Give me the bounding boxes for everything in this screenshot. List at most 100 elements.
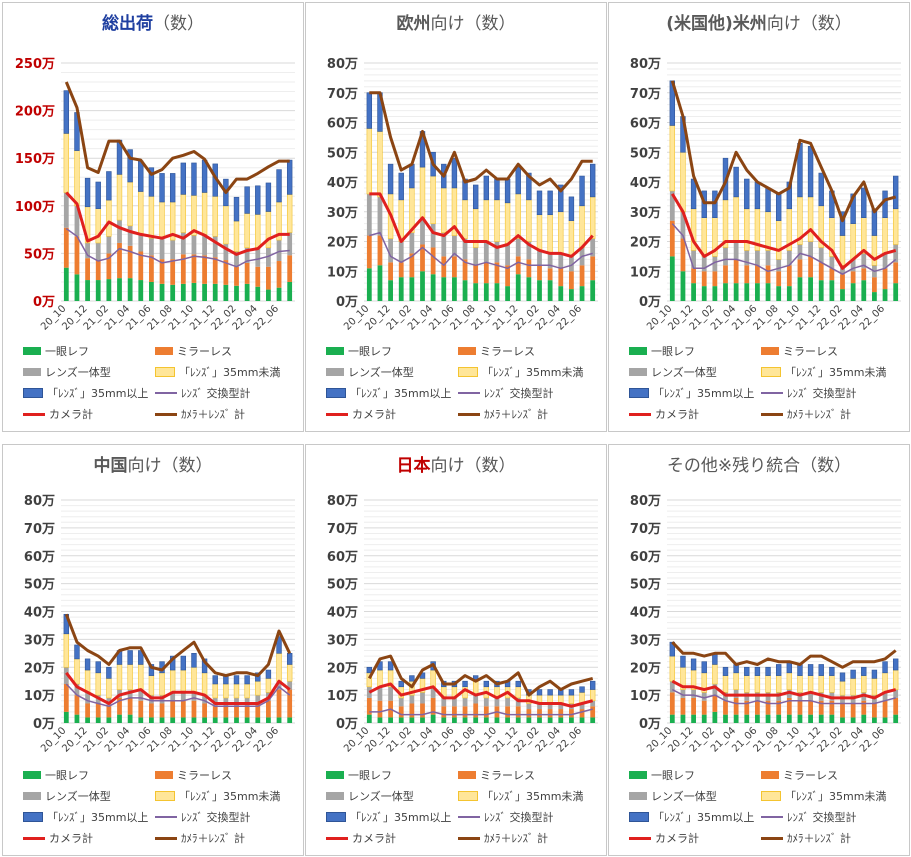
- bar-slr: [180, 283, 186, 301]
- bar-compact: [680, 211, 686, 239]
- bar-lens_small: [807, 675, 814, 693]
- y-tick-label: 70万: [630, 87, 661, 102]
- bar-slr: [452, 717, 457, 723]
- bar-mirrorless: [723, 700, 728, 715]
- bar-lens_large: [127, 149, 133, 183]
- bar-mirrorless: [223, 260, 229, 285]
- bar-slr: [515, 274, 521, 301]
- bar-mirrorless: [409, 703, 415, 718]
- y-tick-label: 10万: [630, 265, 661, 280]
- bar-slr: [579, 717, 585, 723]
- legend-swatch: [23, 368, 41, 376]
- bar-compact: [505, 697, 510, 707]
- legend-item-camera_lens_total: ｶﾒﾗ＋ﾚﾝｽﾞ 計: [458, 830, 548, 846]
- bar-slr: [149, 281, 154, 301]
- bar-slr: [893, 283, 899, 301]
- bar-compact: [95, 242, 101, 261]
- legend-item-lens_small: 「ﾚﾝｽﾞ」35mm未満: [761, 364, 886, 380]
- bar-slr: [85, 280, 90, 301]
- legend-swatch: [155, 836, 177, 840]
- bar-lens_small: [733, 196, 739, 242]
- bar-lens_small: [892, 669, 899, 690]
- bar-compact: [829, 256, 835, 269]
- bar-mirrorless: [765, 700, 771, 715]
- bar-lens_large: [233, 196, 240, 222]
- bar-compact: [409, 232, 415, 254]
- bar-compact: [765, 250, 771, 266]
- bar-compact: [202, 695, 207, 704]
- bar-mirrorless: [850, 703, 856, 718]
- y-tick-label: 70万: [327, 522, 358, 537]
- bar-compact: [494, 697, 500, 707]
- bar-lens_small: [680, 151, 686, 213]
- bar-lens_small: [462, 199, 468, 239]
- bar-slr: [515, 717, 521, 723]
- bar-slr: [755, 283, 760, 301]
- legend-swatch: [326, 792, 344, 800]
- bar-lens_small: [733, 672, 739, 690]
- legend-label: ｶﾒﾗ＋ﾚﾝｽﾞ 計: [787, 408, 851, 421]
- bar-slr: [202, 283, 207, 301]
- legend-swatch: [326, 347, 344, 355]
- bar-mirrorless: [441, 706, 447, 718]
- bar-slr: [409, 717, 415, 723]
- legend-swatch: [23, 347, 41, 355]
- bar-slr: [180, 717, 186, 723]
- bar-slr: [569, 289, 574, 301]
- bar-slr: [829, 280, 835, 301]
- bar-slr: [212, 283, 218, 301]
- legend-swatch: [23, 836, 45, 840]
- bar-lens_large: [451, 157, 458, 189]
- bar-mirrorless: [117, 242, 122, 279]
- legend-item-lens_total: ﾚﾝｽﾞ 交換型計: [761, 385, 857, 401]
- y-tick-label: 30万: [630, 633, 661, 648]
- bar-mirrorless: [537, 709, 542, 718]
- bar-lens_large: [84, 658, 91, 671]
- bar-lens_small: [276, 653, 282, 682]
- bar-lens_small: [430, 175, 436, 224]
- bar-mirrorless: [149, 255, 154, 282]
- bar-compact: [377, 686, 383, 701]
- legend-swatch: [458, 816, 480, 818]
- bar-compact: [74, 683, 80, 696]
- bar-compact: [159, 238, 165, 260]
- bar-lens_large: [690, 658, 697, 671]
- bar-lens_large: [387, 163, 394, 195]
- bar-mirrorless: [569, 709, 574, 718]
- legend-item-mirrorless: ミラーレス: [761, 343, 838, 359]
- bar-compact: [473, 247, 479, 266]
- bar-lens_small: [63, 133, 70, 193]
- bar-slr: [74, 274, 80, 301]
- bar-slr: [526, 717, 532, 723]
- line-camera_total: [65, 191, 290, 256]
- bar-slr: [505, 717, 510, 723]
- bar-mirrorless: [723, 265, 728, 284]
- bar-mirrorless: [276, 689, 282, 718]
- legend-label: レンズ一体型: [45, 790, 111, 803]
- bar-slr: [872, 292, 877, 301]
- bar-lens_large: [387, 661, 394, 671]
- legend-item-lens_large: 「ﾚﾝｽﾞ」35mm以上: [629, 385, 754, 401]
- bar-compact: [74, 205, 80, 237]
- y-tick-label: 20万: [327, 236, 358, 251]
- bar-lens_small: [63, 633, 70, 668]
- bar-compact: [744, 250, 750, 266]
- bar-lens_large: [265, 669, 272, 679]
- chart-title: 中国向け（数）: [3, 451, 303, 476]
- bar-mirrorless: [377, 235, 383, 266]
- bar-mirrorless: [462, 706, 468, 718]
- bar-mirrorless: [680, 238, 686, 272]
- bar-lens_small: [669, 655, 676, 682]
- line-camera_total: [671, 193, 897, 270]
- bar-mirrorless: [138, 251, 144, 281]
- bar-mirrorless: [127, 245, 133, 279]
- legend-swatch: [761, 392, 783, 394]
- y-tick-label: 80万: [630, 494, 661, 509]
- bar-compact: [127, 225, 133, 246]
- bar-slr: [776, 714, 782, 723]
- legend-swatch: [761, 347, 779, 355]
- bar-mirrorless: [579, 265, 585, 287]
- bar-mirrorless: [786, 265, 792, 287]
- legend-swatch: [629, 836, 651, 840]
- bar-mirrorless: [202, 703, 207, 718]
